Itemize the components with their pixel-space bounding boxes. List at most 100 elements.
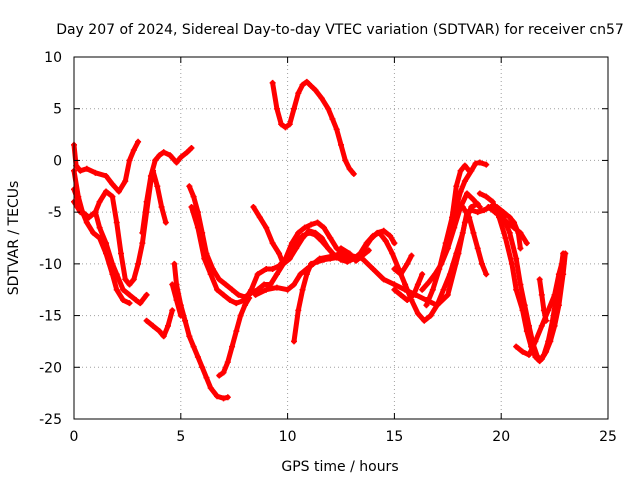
data-point [276, 250, 283, 257]
data-point [252, 291, 259, 298]
data-point [117, 250, 124, 257]
x-tick-label: 25 [599, 429, 617, 445]
data-point [130, 276, 137, 283]
data-point [122, 178, 129, 185]
data-point [220, 291, 227, 298]
data-point [250, 203, 257, 210]
data-point [222, 281, 229, 288]
data-point [216, 372, 223, 379]
data-point [344, 258, 351, 265]
data-point [545, 338, 552, 345]
data-point [491, 209, 498, 216]
data-point [291, 338, 298, 345]
data-point [468, 167, 475, 174]
data-point [169, 281, 176, 288]
y-tick-label: 5 [53, 102, 62, 118]
data-point [461, 178, 468, 185]
data-point [154, 183, 161, 190]
data-point [318, 95, 325, 102]
data-point [150, 322, 157, 329]
y-tick-label: -15 [39, 309, 62, 325]
data-point [120, 297, 127, 304]
data-point [440, 286, 447, 293]
data-point [77, 167, 84, 174]
data-point [532, 338, 539, 345]
data-point [158, 203, 165, 210]
data-point [513, 286, 520, 293]
data-point [532, 353, 539, 360]
data-point [340, 253, 347, 260]
data-point [474, 209, 481, 216]
plot-frame [73, 56, 609, 420]
data-point [261, 281, 268, 288]
data-point [404, 260, 411, 267]
data-point [453, 250, 460, 257]
data-point [96, 224, 103, 231]
axis-ticks: 0 5 10 15 20 25 -25 -20 -15 -10 -5 0 5 10 [39, 50, 617, 445]
data-point [177, 154, 184, 161]
data-point [173, 159, 180, 166]
data-point [459, 203, 466, 210]
data-point [177, 312, 184, 319]
data-point [282, 124, 289, 131]
data-point [199, 364, 206, 371]
data-point [224, 359, 231, 366]
data-point [126, 157, 133, 164]
data-point [156, 152, 163, 159]
data-point [113, 286, 120, 293]
data-point [120, 286, 127, 293]
data-point [113, 219, 120, 226]
data-point [493, 203, 500, 210]
data-point [188, 145, 195, 152]
data-point [391, 286, 398, 293]
data-point [361, 245, 368, 252]
data-point [312, 231, 319, 238]
data-point [280, 260, 287, 267]
data-point [429, 286, 436, 293]
data-point [103, 188, 110, 195]
data-point [184, 149, 191, 156]
data-point [226, 297, 233, 304]
data-point [220, 395, 227, 402]
data-point [201, 255, 208, 262]
data-point [263, 266, 270, 273]
data-point [194, 353, 201, 360]
data-point [472, 160, 479, 167]
data-point [470, 196, 477, 203]
data-point [560, 255, 567, 262]
data-point [303, 271, 310, 278]
data-point [160, 149, 167, 156]
series-track-c [71, 139, 141, 194]
data-point [276, 262, 283, 269]
x-tick-label: 20 [492, 429, 510, 445]
data-point [555, 271, 562, 278]
data-point [263, 286, 270, 293]
data-point [312, 87, 319, 94]
chart-title: Day 207 of 2024, Sidereal Day-to-day VTE… [56, 22, 624, 38]
data-point [325, 105, 332, 112]
data-point [273, 105, 280, 112]
data-point [109, 271, 116, 278]
data-point [474, 245, 481, 252]
data-point [425, 279, 432, 286]
data-point [370, 266, 377, 273]
data-point [517, 245, 524, 252]
data-point [543, 317, 550, 324]
data-point [519, 348, 526, 355]
x-tick-label: 0 [70, 429, 79, 445]
data-point [214, 286, 221, 293]
data-point [139, 240, 146, 247]
data-point [130, 147, 137, 154]
data-point [536, 276, 543, 283]
data-point [256, 214, 263, 221]
data-point [286, 250, 293, 257]
data-point [156, 328, 163, 335]
data-point [164, 322, 171, 329]
data-point [126, 291, 133, 298]
data-point [397, 291, 404, 298]
data-point [293, 240, 300, 247]
data-point [540, 351, 547, 358]
data-point [83, 219, 90, 226]
data-point [427, 312, 434, 319]
data-point [391, 266, 398, 273]
